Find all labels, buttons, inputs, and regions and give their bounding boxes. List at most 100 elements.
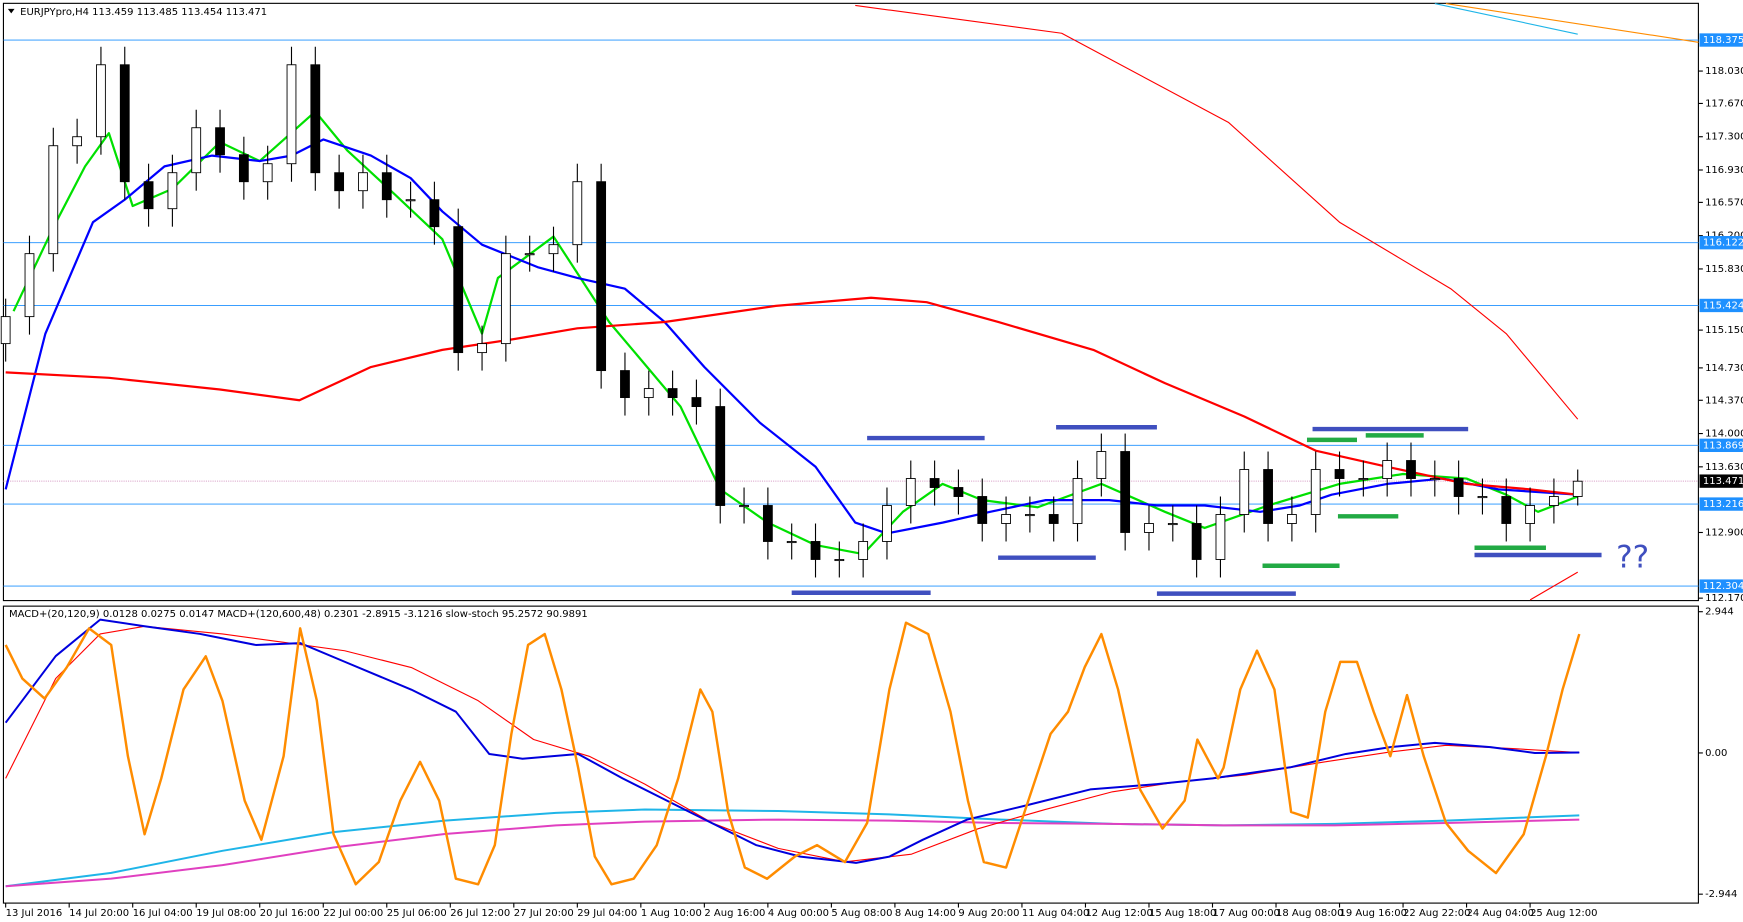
- candle-body: [1572, 480, 1583, 497]
- candle-body: [905, 478, 916, 506]
- y-tick-label: 115.150: [1705, 325, 1743, 336]
- ma-line: [1445, 3, 1699, 43]
- candle-body: [334, 172, 345, 192]
- chart-title: EURJPYpro,H4 113.459 113.485 113.454 113…: [20, 7, 267, 18]
- candle-body: [739, 505, 749, 508]
- candle-body: [1429, 478, 1440, 481]
- candle-body: [119, 64, 130, 183]
- candle-body: [810, 541, 821, 560]
- candle-body: [1406, 460, 1416, 479]
- candle-body: [572, 181, 583, 246]
- candle-body: [358, 172, 368, 192]
- price-panel: [2, 2, 1699, 602]
- y-tick-label: 112.900: [1705, 527, 1743, 538]
- x-tick-label: 22 Jul 00:00: [323, 908, 383, 919]
- x-tick-label: 12 Aug 12:00: [1085, 908, 1152, 919]
- candle-body: [1144, 523, 1154, 533]
- candle-body: [191, 127, 202, 174]
- candle-body: [24, 253, 35, 318]
- candle-body: [477, 343, 487, 354]
- ma-line: [1529, 571, 1579, 601]
- candle-body: [1215, 514, 1226, 560]
- candle-body: [405, 199, 416, 202]
- annotation: ??: [1616, 539, 1649, 575]
- last-price-label: 113.471: [1703, 476, 1743, 487]
- candle-body: [715, 406, 726, 506]
- candle-body: [596, 181, 607, 372]
- x-tick-label: 26 Jul 12:00: [450, 908, 510, 919]
- macd-line: [5, 818, 1580, 888]
- candle-body: [977, 496, 988, 524]
- candle-body: [1287, 514, 1297, 524]
- candle-body: [691, 397, 702, 408]
- menu-triangle[interactable]: [7, 8, 15, 14]
- macd-line: [4, 618, 1580, 864]
- level-label-bg: [1699, 298, 1743, 313]
- candle-body: [667, 388, 678, 399]
- y-tick-label: 116.930: [1705, 165, 1743, 176]
- x-tick-label: 18 Aug 08:00: [1276, 908, 1343, 919]
- y-tick-label: 118.030: [1705, 66, 1743, 77]
- x-tick-label: 13 Jul 2016: [6, 908, 63, 919]
- level-label-bg: [1699, 579, 1743, 593]
- candle-body: [167, 172, 178, 210]
- candle-body: [1477, 496, 1488, 499]
- candle-body: [524, 253, 535, 256]
- x-tick-label: 11 Aug 04:00: [1022, 908, 1089, 919]
- y-tick-label: 113.630: [1705, 462, 1743, 473]
- x-tick-label: 22 Aug 22:00: [1403, 908, 1470, 919]
- level-label: 115.424: [1703, 300, 1743, 311]
- last-price-bg: [1699, 474, 1743, 488]
- y-tick-label: 116.570: [1705, 197, 1743, 208]
- candle-body: [48, 145, 59, 255]
- candle-body: [620, 370, 630, 399]
- candle-body: [1334, 469, 1345, 479]
- x-tick-label: 5 Aug 08:00: [831, 908, 892, 919]
- stoch-line: [4, 621, 1581, 886]
- candle-body: [882, 505, 892, 542]
- x-tick-label: 15 Aug 18:00: [1149, 908, 1216, 919]
- y-tick-label: 115.830: [1705, 264, 1743, 275]
- level-label-bg: [1699, 497, 1743, 511]
- level-label: 116.122: [1703, 238, 1743, 249]
- candle-body: [1191, 523, 1202, 560]
- level-label: 113.869: [1703, 440, 1743, 451]
- y-tick-label: 117.670: [1705, 98, 1743, 109]
- candle-body: [762, 505, 773, 542]
- candle-body: [1310, 469, 1321, 515]
- candle-body: [1048, 514, 1059, 524]
- candle-body: [953, 487, 964, 497]
- indicator-title: MACD+(20,120,9) 0.0128 0.0275 0.0147 MAC…: [9, 609, 588, 620]
- y-tick-label: 114.370: [1705, 395, 1743, 406]
- candle-body: [643, 388, 654, 399]
- x-tick-label: 27 Jul 20:00: [514, 908, 574, 919]
- candle-body: [215, 127, 225, 156]
- candle-body: [286, 64, 297, 165]
- candle-body: [1096, 451, 1107, 479]
- candle-body: [1024, 514, 1035, 517]
- y-tick-label: 0.00: [1705, 748, 1727, 759]
- ma-line: [855, 4, 1579, 420]
- ma-line: [1434, 3, 1578, 35]
- candle-body: [1263, 469, 1273, 524]
- x-tick-label: 17 Aug 00:00: [1212, 908, 1279, 919]
- candle-body: [548, 244, 559, 255]
- candle-body: [500, 253, 511, 345]
- x-tick-label: 25 Aug 12:00: [1530, 908, 1597, 919]
- candle-body: [1239, 469, 1250, 515]
- x-tick-label: 16 Jul 04:00: [133, 908, 193, 919]
- level-label-bg: [1699, 236, 1743, 250]
- candle-body: [1525, 505, 1535, 524]
- y-tick-label: 117.300: [1705, 132, 1743, 143]
- candle-body: [453, 226, 464, 354]
- x-tick-label: 29 Jul 04:00: [577, 908, 637, 919]
- candle-body: [429, 199, 440, 228]
- x-tick-label: 20 Jul 16:00: [260, 908, 320, 919]
- y-tick-label: -2.944: [1705, 889, 1737, 900]
- indicator-panel: [2, 605, 1699, 904]
- candle-body: [786, 541, 797, 544]
- candle-body: [1001, 514, 1011, 524]
- candle-body: [143, 181, 154, 210]
